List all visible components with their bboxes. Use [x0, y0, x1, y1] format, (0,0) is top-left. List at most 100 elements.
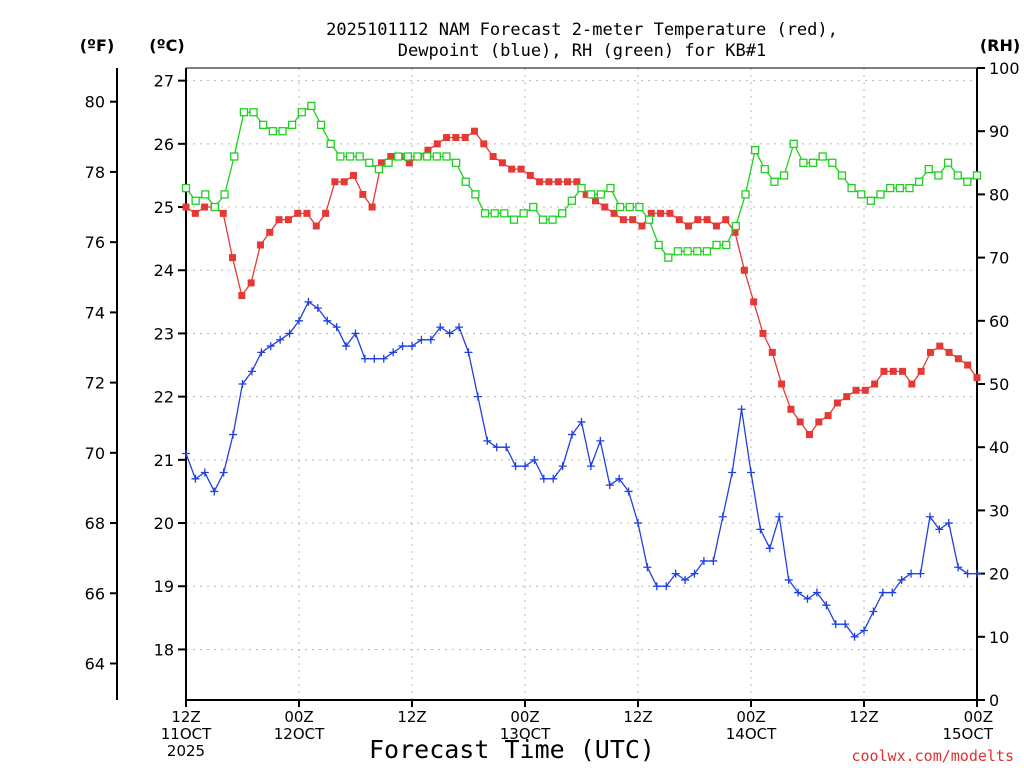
data-point: [433, 140, 441, 148]
data-point: [828, 158, 837, 167]
data-point: [471, 190, 480, 199]
data-point: [973, 569, 981, 578]
data-point: [445, 329, 454, 338]
data-point: [530, 455, 539, 464]
rh-tick-label: 40: [989, 438, 1009, 457]
fahrenheit-unit-label: (ºF): [80, 36, 115, 55]
data-point: [907, 569, 916, 578]
data-point: [201, 203, 209, 211]
data-point: [899, 367, 907, 375]
data-point: [880, 367, 888, 375]
data-point: [355, 152, 364, 161]
series-2: [181, 101, 982, 262]
data-point: [878, 588, 887, 597]
data-point: [831, 620, 840, 629]
chart-title-line1: 2025101112 NAM Forecast 2-meter Temperat…: [326, 20, 838, 40]
data-point: [502, 443, 511, 452]
data-point: [405, 159, 413, 167]
data-point: [722, 240, 731, 250]
data-point: [229, 430, 238, 439]
tick-labels: 18 19 20 21 22 23 24 25 26 27 0 10 20 30 40 50 60 70 80 90 1…: [85, 59, 1020, 760]
data-point: [521, 462, 529, 471]
data-point: [210, 202, 220, 212]
data-point: [779, 171, 789, 180]
fahrenheit-tick-label: 68: [85, 514, 105, 533]
data-point: [436, 323, 445, 332]
data-point: [567, 196, 577, 205]
rh-tick-label: 80: [989, 185, 1009, 204]
data-point: [451, 158, 461, 167]
data-point: [895, 183, 904, 193]
data-point: [914, 177, 924, 186]
data-point: [442, 152, 451, 161]
data-point: [768, 348, 776, 356]
data-point: [394, 152, 403, 161]
data-point: [731, 221, 740, 231]
data-point: [635, 202, 644, 212]
data-point: [426, 335, 435, 344]
time-tick-label: 12Z: [623, 708, 652, 726]
data-point: [750, 146, 760, 155]
data-point: [654, 240, 663, 250]
data-point: [852, 386, 860, 394]
data-point: [824, 412, 832, 420]
data-point: [847, 183, 856, 193]
data-point: [455, 323, 464, 332]
data-point: [722, 216, 730, 224]
fahrenheit-tick-label: 66: [85, 584, 105, 603]
data-point: [470, 127, 478, 135]
data-point: [712, 222, 720, 230]
data-point: [379, 354, 388, 363]
data-point: [741, 190, 750, 199]
data-point: [365, 158, 374, 167]
data-point: [841, 620, 850, 629]
data-point: [685, 222, 693, 230]
data-point: [625, 202, 634, 212]
data-point: [303, 209, 311, 217]
data-point: [694, 216, 702, 224]
data-point: [963, 569, 972, 578]
data-point: [464, 348, 473, 357]
celsius-tick-label: 24: [154, 261, 174, 280]
data-point: [647, 209, 655, 217]
data-point: [191, 209, 199, 217]
data-point: [866, 196, 876, 205]
data-point: [443, 134, 451, 142]
data-point: [861, 386, 869, 394]
fahrenheit-tick-label: 74: [85, 303, 105, 322]
data-point: [925, 512, 934, 521]
data-point: [256, 241, 264, 249]
data-point: [408, 342, 416, 351]
rh-tick-label: 50: [989, 375, 1009, 394]
data-point: [964, 361, 972, 369]
data-point: [888, 588, 897, 597]
data-point: [259, 120, 268, 130]
time-tick-label: 12Z: [397, 708, 426, 726]
data-point: [304, 297, 313, 306]
data-point: [644, 215, 654, 224]
credit-link[interactable]: coolwx.com/modelts: [851, 747, 1014, 765]
data-point: [275, 216, 283, 224]
data-point: [815, 418, 823, 426]
data-point: [610, 209, 618, 217]
data-point: [871, 380, 879, 388]
data-point: [683, 247, 692, 256]
data-point: [770, 177, 779, 186]
data-point: [917, 367, 925, 375]
data-point: [577, 183, 586, 193]
data-point: [638, 222, 646, 230]
data-point: [268, 127, 277, 136]
data-point: [332, 323, 341, 332]
data-point: [492, 443, 501, 452]
data-point: [681, 575, 690, 584]
data-point: [377, 159, 385, 167]
data-point: [709, 556, 718, 565]
data-point: [316, 120, 326, 130]
x-axis-title: Forecast Time (UTC): [369, 735, 655, 764]
time-tick-label: 14OCT: [726, 725, 777, 743]
data-point: [943, 158, 953, 167]
data-point: [643, 563, 652, 572]
data-point: [297, 108, 306, 117]
time-tick-label: 2025: [167, 742, 205, 760]
data-point: [577, 417, 586, 426]
